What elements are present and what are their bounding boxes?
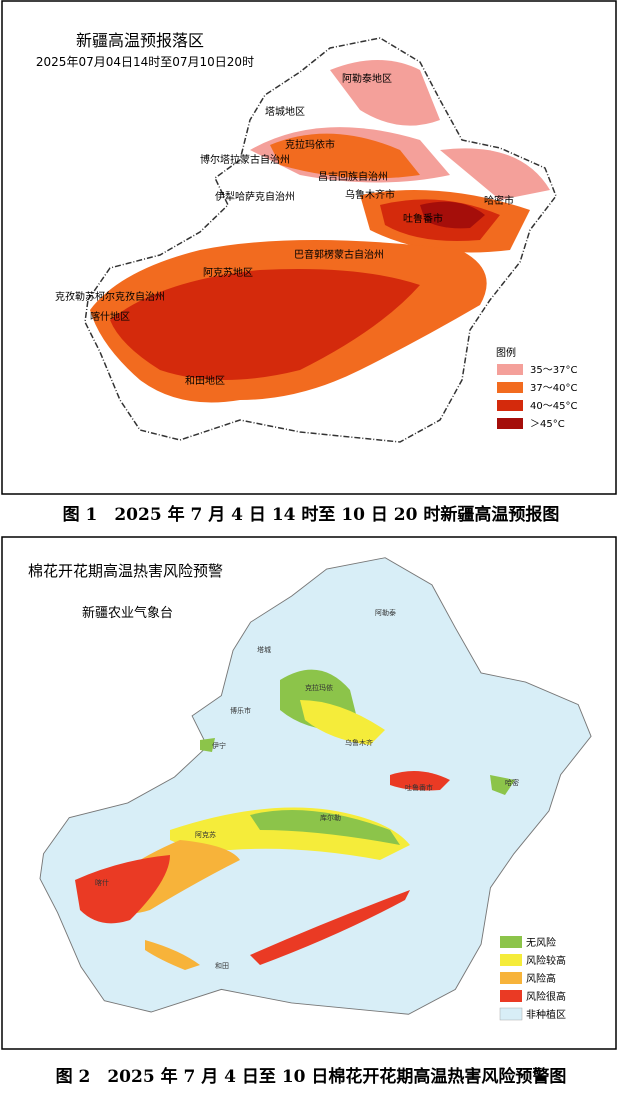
place-label: 乌鲁木齐 (345, 738, 373, 747)
heat-area (440, 148, 550, 200)
region-label: 哈密市 (484, 194, 514, 207)
figure1-subtitle: 2025年07月04日14时至07月10日20时 (36, 55, 254, 69)
legend-label: 非种植区 (526, 1008, 566, 1021)
place-label: 博乐市 (230, 706, 251, 715)
legend-swatch (497, 400, 523, 411)
heat-area (330, 60, 440, 126)
legend-swatch (497, 364, 523, 375)
region-label: 巴音郭楞蒙古自治州 (294, 248, 384, 261)
legend-label: 35～37°C (530, 365, 577, 376)
heat-area (420, 201, 485, 229)
place-label: 阿克苏 (195, 830, 216, 839)
risk-area (250, 890, 410, 965)
heat-area (270, 133, 420, 179)
place-label: 伊宁 (212, 741, 226, 750)
region-label: 克孜勒苏柯尔克孜自治州 (55, 290, 165, 303)
risk-area (490, 775, 515, 795)
region-label: 克拉玛依市 (285, 138, 335, 151)
heat-areas (90, 60, 550, 403)
legend-label: 风险很高 (526, 990, 566, 1003)
figure2-caption: 图 2 2025 年 7 月 4 日至 10 日棉花开花期高温热害风险预警图 (56, 1066, 567, 1087)
risk-area (200, 738, 215, 752)
legend-label: 40～45°C (530, 401, 577, 412)
legend-label: ＞45°C (530, 419, 565, 430)
place-label: 喀什 (95, 878, 109, 887)
legend-swatch (500, 936, 522, 948)
place-label: 塔城 (257, 645, 271, 654)
legend-swatch (500, 972, 522, 984)
legend-label: 37～40°C (530, 383, 577, 394)
place-label: 阿勒泰 (375, 608, 396, 617)
region-label: 和田地区 (185, 374, 225, 387)
region-label: 喀什地区 (90, 310, 130, 323)
region-label: 昌吉回族自治州 (318, 170, 388, 183)
figure2-title: 棉花开花期高温热害风险预警 (28, 562, 223, 580)
place-label: 克拉玛依 (305, 683, 333, 692)
region-label: 伊犁哈萨克自治州 (215, 190, 295, 203)
figure1-title: 新疆高温预报落区 (76, 31, 204, 50)
legend-swatch (500, 990, 522, 1002)
region-label: 阿克苏地区 (203, 266, 253, 279)
region-label: 吐鲁番市 (403, 212, 443, 225)
place-label: 吐鲁番市 (405, 783, 433, 792)
legend-label: 无风险 (526, 936, 556, 949)
risk-areas (75, 669, 515, 970)
heat-area (110, 269, 420, 380)
legend: 无风险 风险较高 风险高 风险很高 非种植区 (499, 936, 566, 1021)
risk-area (300, 700, 385, 745)
figure1-caption: 图 1 2025 年 7 月 4 日 14 时至 10 日 20 时新疆高温预报… (63, 504, 560, 525)
legend-swatch (497, 418, 523, 429)
risk-area (75, 855, 170, 924)
legend-label: 风险较高 (526, 954, 566, 967)
region-label: 阿勒泰地区 (342, 72, 392, 85)
risk-area (145, 940, 200, 970)
region-label: 塔城地区 (265, 105, 305, 118)
region-label: 乌鲁木齐市 (345, 188, 395, 201)
figure2-issuer: 新疆农业气象台 (82, 605, 173, 621)
legend-title: 图例 (496, 346, 516, 359)
legend-swatch (500, 954, 522, 966)
risk-area (390, 771, 450, 791)
risk-area (250, 810, 400, 845)
region-label: 博尔塔拉蒙古自治州 (200, 153, 290, 166)
place-label: 和田 (215, 961, 229, 970)
legend-swatch (499, 1007, 523, 1021)
place-label: 哈密 (505, 778, 519, 787)
legend-swatch (497, 382, 523, 393)
legend-label: 风险高 (526, 972, 556, 985)
place-label: 库尔勒 (320, 813, 341, 822)
legend: 图例 35～37°C 37～40°C 40～45°C ＞45°C (496, 346, 577, 430)
